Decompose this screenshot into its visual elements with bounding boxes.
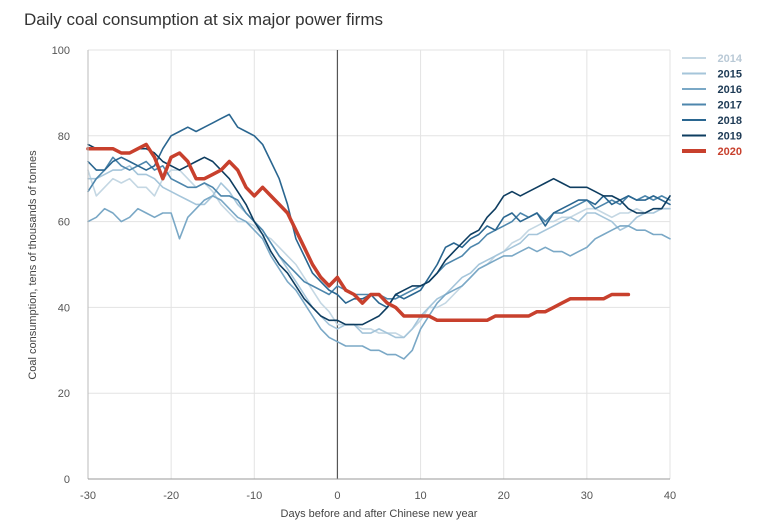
x-tick-label: 10 <box>414 490 426 502</box>
y-tick-label: 100 <box>52 45 70 57</box>
series-line-2019 <box>87 143 671 326</box>
x-tick-label: 30 <box>581 490 593 502</box>
legend-label-2018: 2018 <box>718 115 742 127</box>
x-axis-title: Days before and after Chinese new year <box>281 508 478 520</box>
y-tick-label: 20 <box>58 388 70 400</box>
legend-label-2014: 2014 <box>718 53 743 65</box>
x-tick-label: -30 <box>80 490 96 502</box>
x-tick-label: 20 <box>498 490 510 502</box>
y-tick-label: 0 <box>64 474 70 486</box>
y-tick-label: 40 <box>58 302 70 314</box>
x-tick-label: 0 <box>334 490 340 502</box>
legend-label-2015: 2015 <box>718 69 742 81</box>
series-lines <box>86 113 671 360</box>
y-tick-label: 60 <box>58 217 70 229</box>
series-line-2020 <box>86 142 631 323</box>
series-line-2015 <box>87 165 671 339</box>
legend: 2014 2015 2016 2017 2018 2019 2020 <box>682 53 743 158</box>
y-axis-title: Coal consumption, tens of thousands of t… <box>27 150 39 380</box>
axes: -30 -20 -10 0 10 20 30 40 0 20 40 60 80 100 <box>52 45 676 502</box>
legend-label-2016: 2016 <box>718 84 742 96</box>
chart-title: Daily coal consumption at six major powe… <box>24 10 384 29</box>
series-line-2014 <box>87 169 671 339</box>
legend-label-2017: 2017 <box>718 100 742 112</box>
y-tick-label: 80 <box>58 131 70 143</box>
x-tick-label: 40 <box>664 490 676 502</box>
legend-label-2020: 2020 <box>718 146 742 158</box>
x-tick-label: -10 <box>246 490 262 502</box>
legend-label-2019: 2019 <box>718 131 742 143</box>
grid-lines <box>88 49 671 479</box>
series-line-2018 <box>87 113 671 309</box>
x-tick-label: -20 <box>163 490 179 502</box>
series-line-2016 <box>87 195 671 360</box>
